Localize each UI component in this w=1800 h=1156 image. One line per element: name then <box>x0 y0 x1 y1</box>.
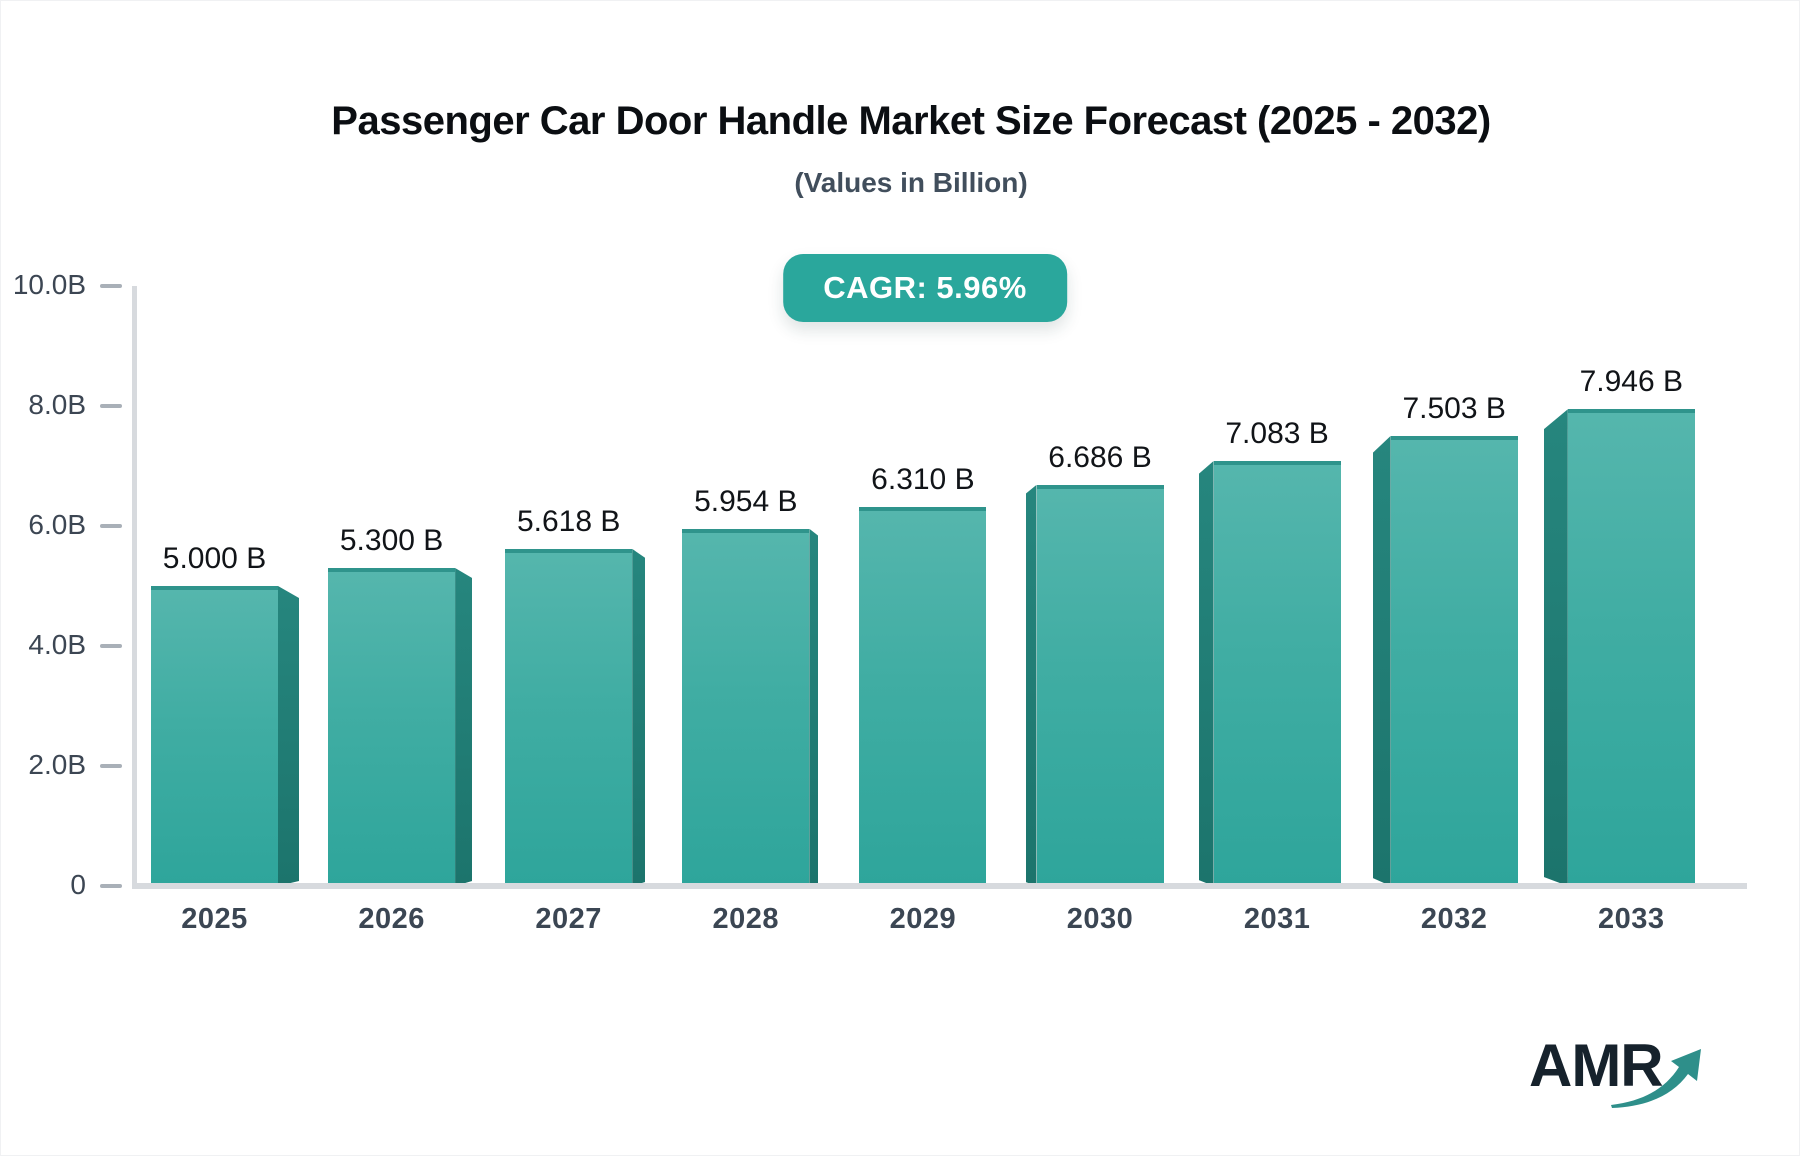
bar-value-label: 6.310 B <box>871 463 975 497</box>
y-axis-line <box>132 286 137 889</box>
bar <box>859 507 987 886</box>
amr-logo: AMR <box>1529 1032 1664 1099</box>
x-axis-label: 2031 <box>1243 903 1311 935</box>
bar-value-label: 5.618 B <box>516 504 621 538</box>
chart-title: Passenger Car Door Handle Market Size Fo… <box>331 99 1491 143</box>
y-axis-tick <box>100 524 122 528</box>
y-axis-label: 2.0B <box>28 749 86 780</box>
y-axis-label: 0 <box>70 869 86 900</box>
y-axis-tick <box>100 764 122 768</box>
bar <box>505 548 633 886</box>
bar <box>1390 435 1518 886</box>
x-axis-label: 2032 <box>1420 903 1488 935</box>
bar <box>151 586 278 886</box>
y-axis-tick <box>100 284 122 288</box>
bar <box>1567 409 1695 886</box>
x-axis-line <box>132 883 1747 889</box>
bar <box>682 528 810 886</box>
bar-side-face <box>1198 461 1214 886</box>
bar-side-face <box>278 586 299 886</box>
x-axis-label: 2026 <box>358 903 425 935</box>
y-axis-tick <box>100 644 122 648</box>
y-axis-label: 4.0B <box>28 629 86 660</box>
bar-side-face <box>632 548 646 886</box>
chart-subtitle: (Values in Billion) <box>794 167 1028 198</box>
bar-value-label: 5.300 B <box>339 524 444 557</box>
x-axis-label: 2029 <box>889 903 957 935</box>
growth-arrow-icon <box>1611 1049 1701 1108</box>
bar-side-face <box>1372 435 1391 886</box>
y-axis-label: 8.0B <box>28 389 86 420</box>
bar-value-label: 7.083 B <box>1225 417 1329 451</box>
bar <box>328 568 456 886</box>
bar-value-label: 7.946 B <box>1579 365 1683 399</box>
bar-side-face <box>1543 409 1568 886</box>
bar <box>1036 484 1164 886</box>
y-axis-tick <box>100 884 122 888</box>
y-axis-label: 10.0B <box>12 269 86 300</box>
bar-side-face <box>809 528 819 886</box>
x-axis-label: 2028 <box>712 903 780 935</box>
x-axis-label: 2030 <box>1066 903 1134 935</box>
x-axis-label: 2025 <box>181 903 248 935</box>
cagr-badge: CAGR: 5.96% <box>783 254 1067 322</box>
x-axis-label: 2027 <box>535 903 602 935</box>
bar-side-face <box>455 568 473 886</box>
y-axis-label: 6.0B <box>28 509 86 540</box>
bar-value-label: 7.503 B <box>1402 391 1506 425</box>
bar-value-label: 5.954 B <box>694 484 798 518</box>
x-axis-label: 2033 <box>1598 903 1665 935</box>
bar-value-label: 5.000 B <box>162 542 267 575</box>
bar-value-label: 6.686 B <box>1048 440 1152 474</box>
y-axis-tick <box>100 404 122 408</box>
bar-side-face <box>1025 484 1037 886</box>
bar <box>1213 461 1341 886</box>
